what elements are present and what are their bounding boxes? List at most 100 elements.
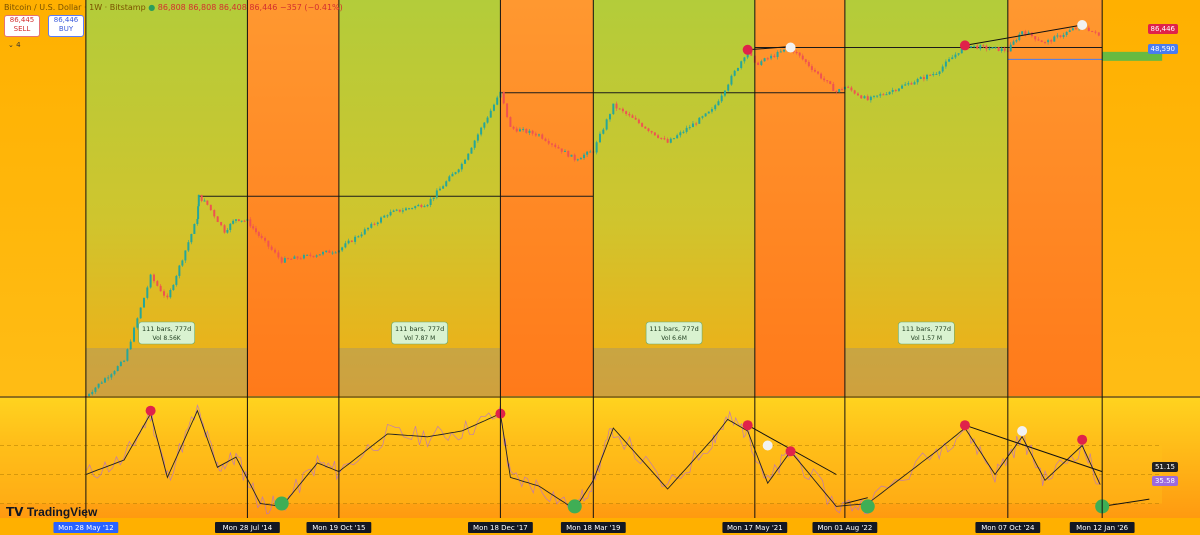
candle-body: [1018, 34, 1021, 41]
candle-body: [589, 151, 592, 153]
candle-body: [882, 94, 885, 96]
range-box: [338, 348, 501, 396]
divergence-line: [844, 497, 868, 504]
rsi-marker-red: [742, 420, 753, 431]
candle-body: [178, 265, 181, 276]
range-boxes: 111 bars, 777d Vol 8.56K 111 bars, 777d Vol…: [85, 321, 1008, 396]
candle-body: [483, 122, 486, 128]
candle-body: [260, 235, 263, 238]
candle-body: [579, 158, 582, 160]
candle-body: [653, 132, 656, 136]
candle-body: [522, 128, 525, 130]
candle-body: [922, 77, 925, 80]
candle-body: [554, 144, 557, 147]
indicators-toggle[interactable]: ⌄ 4: [8, 41, 21, 49]
candle-body: [618, 108, 621, 110]
candle-body: [804, 59, 807, 63]
candle-body: [97, 383, 100, 388]
candle-body: [879, 94, 882, 96]
candle-body: [907, 83, 910, 85]
candle-body: [826, 80, 829, 82]
candle-body: [226, 229, 229, 233]
zone-bear: [247, 0, 339, 396]
candle-body: [820, 73, 823, 79]
ohlc-values: 86,808 86,808 86,408 86,446 −357 (−0.41%…: [157, 3, 343, 12]
candle-body: [360, 234, 363, 237]
candle-body: [1040, 40, 1043, 43]
candle-body: [583, 154, 586, 159]
sell-button[interactable]: 86,445 SELL: [4, 15, 40, 37]
candle-body: [813, 69, 816, 72]
candle-body: [267, 240, 270, 247]
candle-body: [325, 250, 328, 252]
candle-body: [863, 96, 866, 99]
candle-body: [795, 52, 798, 54]
candle-body: [932, 73, 935, 76]
zone-bear: [754, 0, 845, 396]
candle-body: [595, 142, 598, 153]
candle-body: [979, 45, 982, 49]
candle-body: [1097, 32, 1100, 36]
candle-body: [1065, 31, 1068, 35]
candle-body: [196, 218, 199, 225]
candle-body: [334, 252, 337, 254]
candle-body: [598, 133, 601, 143]
candle-body: [103, 378, 106, 383]
candle-body: [783, 49, 786, 52]
candle-body: [1024, 31, 1027, 35]
candle-body: [723, 90, 726, 96]
sell-label: SELL: [13, 25, 31, 33]
x-tick-label: Mon 18 Dec '17: [473, 524, 528, 532]
candle-body: [669, 138, 672, 143]
candle-body: [666, 139, 669, 143]
range-box-label-bg: [391, 321, 448, 345]
candle-body: [363, 229, 366, 235]
indicator-count: 4: [16, 41, 21, 49]
candle-body: [91, 391, 94, 395]
candle-body: [835, 90, 838, 93]
candle-body: [110, 374, 113, 378]
horizontal-levels: [198, 47, 1163, 197]
candle-body: [223, 225, 226, 233]
candle-body: [486, 117, 489, 123]
candle-body: [1068, 30, 1071, 32]
buy-button[interactable]: 86,446 BUY: [48, 15, 84, 37]
candle-body: [197, 194, 200, 207]
candle-body: [470, 147, 473, 154]
status-dot-icon: ●: [148, 3, 156, 12]
candle-body: [464, 159, 467, 164]
candle-body: [420, 204, 423, 207]
candle-body: [988, 48, 991, 50]
candle-body: [736, 67, 739, 71]
candle-body: [926, 74, 929, 80]
candle-body: [175, 275, 178, 285]
candle-body: [309, 254, 312, 256]
candle-body: [243, 220, 246, 222]
candle-body: [679, 132, 682, 136]
candle-body: [717, 101, 720, 106]
candle-body: [938, 71, 941, 74]
rsi-marker-white: [1017, 426, 1028, 436]
range-box-label-bg: [645, 321, 703, 345]
candle-body: [547, 140, 550, 144]
target-zone: [1102, 51, 1163, 61]
candle-body: [1047, 40, 1050, 43]
candle-body: [200, 194, 203, 201]
cycle-dividers: [85, 0, 1103, 518]
tradingview-logo[interactable]: 𝗧𝗩 TradingView: [6, 505, 97, 519]
candle-body: [417, 204, 420, 207]
candle-body: [496, 97, 499, 105]
candle-body: [541, 134, 544, 139]
candle-body: [631, 115, 634, 118]
candle-body: [315, 255, 318, 257]
interval-label[interactable]: 1W: [89, 3, 103, 12]
rsi-marker-green: [567, 499, 582, 514]
rsi-pane: [0, 396, 1200, 518]
x-tick-bg: [1069, 522, 1135, 533]
candle-body: [807, 62, 810, 67]
candle-body: [264, 237, 267, 241]
candle-body: [408, 208, 411, 210]
zone-bear: [1007, 0, 1103, 396]
candle-body: [129, 341, 132, 350]
